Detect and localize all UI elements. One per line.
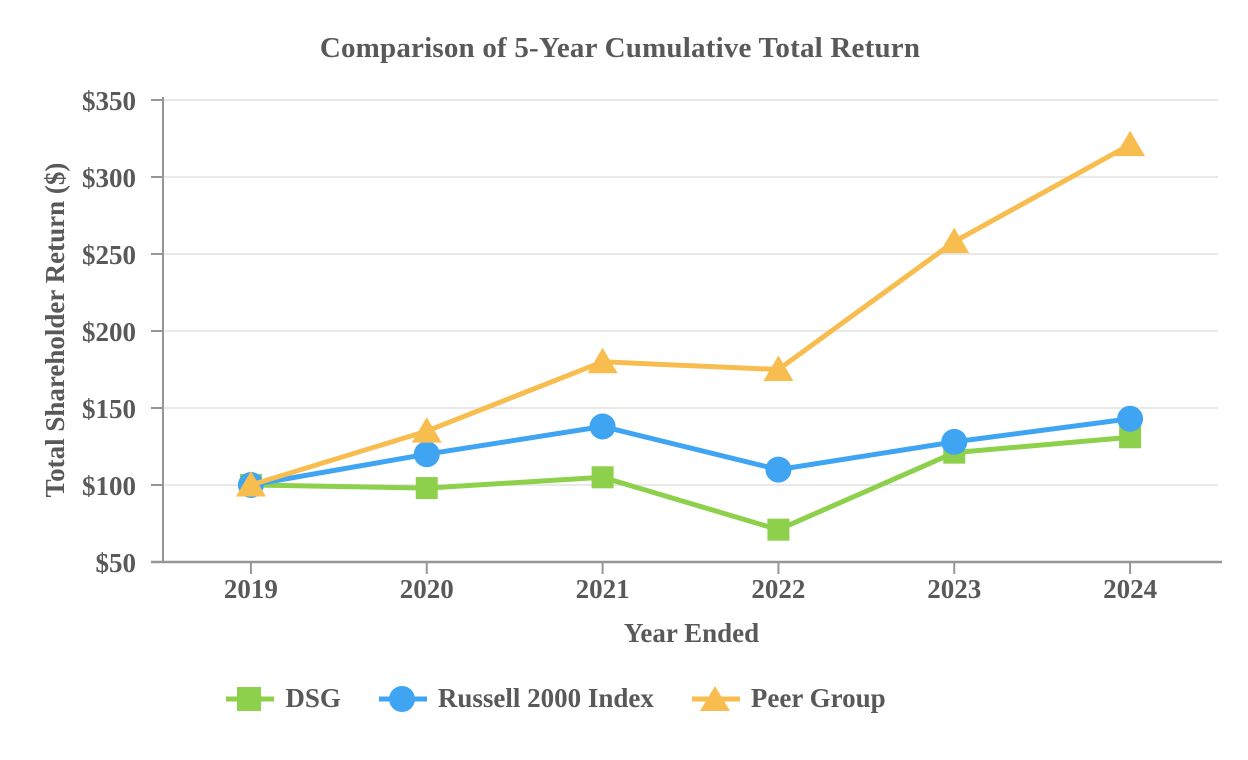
x-tick-label: 2023 bbox=[927, 574, 981, 604]
data-point-russell-2000-index-2023 bbox=[941, 428, 968, 455]
data-point-peer-group-2021 bbox=[587, 347, 618, 374]
y-tick-label: $250 bbox=[82, 240, 136, 270]
data-point-russell-2000-index-2024 bbox=[1117, 405, 1144, 432]
x-tick-label: 2019 bbox=[224, 574, 278, 604]
peer-group-triangle-legend-icon bbox=[691, 685, 740, 711]
y-tick-label: $50 bbox=[96, 548, 137, 578]
x-tick-label: 2024 bbox=[1103, 574, 1157, 604]
chart-title: Comparison of 5-Year Cumulative Total Re… bbox=[319, 32, 921, 64]
plot-area: $50 $100 $150 $200 $250 $300 $350 2019 2020 2021 2… bbox=[82, 86, 1222, 604]
legend-item-russell-2000: Russell 2000 Index bbox=[377, 683, 654, 714]
legend-label-russell-2000: Russell 2000 Index bbox=[437, 683, 654, 713]
data-point-russell-2000-index-2021 bbox=[589, 413, 616, 440]
data-point-dsg-2021 bbox=[591, 466, 614, 489]
legend-label-peer-group: Peer Group bbox=[750, 683, 886, 713]
circle-icon bbox=[388, 685, 415, 712]
dsg-square-legend-icon bbox=[226, 686, 275, 711]
x-tick-label: 2020 bbox=[400, 574, 454, 604]
series-line-dsg bbox=[248, 434, 1133, 533]
data-point-peer-group-2022 bbox=[763, 355, 794, 381]
data-point-peer-group-2019 bbox=[235, 471, 266, 497]
y-tick-label: $300 bbox=[82, 163, 136, 193]
data-point-dsg-2020 bbox=[415, 477, 438, 500]
square-icon bbox=[237, 686, 262, 711]
data-point-dsg-2022 bbox=[767, 518, 790, 541]
data-point-russell-2000-index-2020 bbox=[413, 441, 440, 468]
triangle-icon bbox=[699, 685, 730, 711]
series-line-peer-group bbox=[248, 142, 1133, 488]
data-point-russell-2000-index-2022 bbox=[765, 456, 792, 483]
legend-item-dsg: DSG bbox=[224, 683, 341, 714]
y-tick-label: $150 bbox=[82, 394, 136, 424]
legend: DSG Russell 2000 Index Peer Group bbox=[0, 683, 1110, 714]
data-point-peer-group-2023 bbox=[939, 227, 970, 254]
series-line-russell-2000-index bbox=[248, 416, 1133, 488]
legend-item-peer-group: Peer Group bbox=[690, 683, 886, 714]
russell-circle-legend-icon bbox=[378, 685, 427, 712]
x-tick-label: 2022 bbox=[751, 574, 805, 604]
data-point-peer-group-2024 bbox=[1115, 130, 1146, 157]
data-point-dsg-2024 bbox=[1119, 426, 1142, 449]
legend-label-dsg: DSG bbox=[285, 683, 341, 713]
y-tick-label: $200 bbox=[82, 317, 136, 347]
data-point-peer-group-2020 bbox=[411, 417, 442, 443]
y-tick-label: $100 bbox=[82, 471, 136, 501]
x-axis-title: Year Ended bbox=[623, 618, 760, 648]
y-tick-label: $350 bbox=[82, 86, 136, 116]
x-tick-label: 2021 bbox=[576, 574, 630, 604]
